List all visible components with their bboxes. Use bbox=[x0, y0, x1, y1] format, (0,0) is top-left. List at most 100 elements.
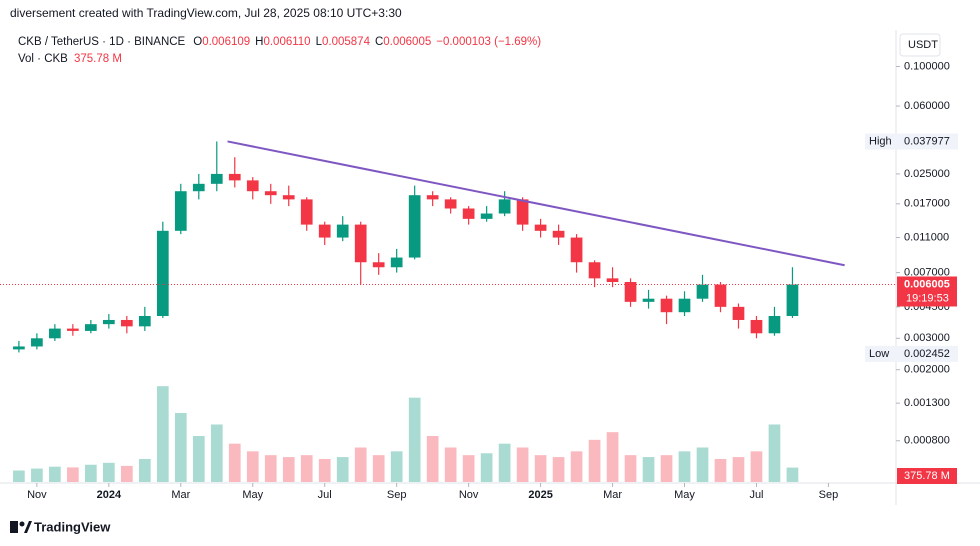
volume-bar bbox=[120, 465, 133, 482]
candle-body bbox=[588, 262, 601, 279]
x-tick-label: Sep bbox=[819, 489, 839, 501]
ohlc-value: 0.006110 bbox=[263, 36, 310, 48]
volume-bar bbox=[516, 447, 529, 482]
volume-bar bbox=[624, 455, 637, 482]
volume-bar bbox=[570, 451, 583, 482]
candle-body bbox=[570, 237, 583, 263]
x-tick-label: May bbox=[242, 489, 263, 501]
y-tick-label: 0.011000 bbox=[904, 231, 949, 243]
price-label: 0.006005 bbox=[904, 278, 950, 290]
volume-bar bbox=[660, 455, 673, 482]
candle-body bbox=[426, 195, 439, 200]
volume-bar bbox=[300, 455, 313, 482]
volume-bar bbox=[534, 455, 547, 482]
candle-body bbox=[354, 224, 367, 263]
candle-body bbox=[120, 319, 133, 327]
candle-body bbox=[49, 328, 61, 339]
candle-body bbox=[678, 298, 691, 313]
volume-bar bbox=[49, 466, 61, 482]
credit: diversement created with TradingView.com… bbox=[10, 6, 402, 20]
volume-bar bbox=[372, 455, 385, 482]
change: −0.000103 (−1.69%) bbox=[436, 36, 541, 48]
candle-body bbox=[786, 284, 799, 316]
candle-body bbox=[660, 298, 673, 313]
candle-body bbox=[31, 338, 43, 347]
candle-body bbox=[480, 213, 493, 219]
y-tick-label: 0.002000 bbox=[904, 364, 950, 376]
ohlc-label: C bbox=[375, 36, 383, 48]
volume-bar bbox=[336, 457, 349, 482]
low-box bbox=[865, 345, 958, 362]
volume-bar bbox=[408, 397, 421, 482]
candle-body bbox=[67, 328, 79, 331]
low-value: 0.002452 bbox=[904, 348, 950, 360]
y-tick-label: 0.100000 bbox=[904, 60, 950, 72]
volume-bar bbox=[480, 453, 493, 482]
volume-bar bbox=[714, 459, 727, 482]
candle-body bbox=[246, 180, 259, 192]
ohlc-value: 0.006109 bbox=[202, 36, 250, 48]
volume-bar bbox=[282, 457, 295, 482]
currency-box bbox=[899, 33, 941, 57]
candle-body bbox=[85, 324, 97, 331]
y-tick-label: 0.001300 bbox=[904, 397, 950, 409]
volume-bar bbox=[192, 436, 205, 482]
ohlc-value: 0.005874 bbox=[322, 36, 371, 48]
ohlc-label: L bbox=[316, 36, 323, 48]
volume-bar bbox=[390, 451, 403, 482]
volume-bar bbox=[588, 439, 601, 482]
volume-bar bbox=[13, 470, 25, 482]
low-label: Low bbox=[869, 348, 889, 360]
volume-bar bbox=[498, 443, 511, 482]
candle-body bbox=[714, 284, 727, 307]
volume-bar bbox=[31, 468, 43, 482]
volume-bar bbox=[462, 455, 475, 482]
currency: USDT bbox=[908, 39, 938, 51]
y-tick-label: 0.060000 bbox=[904, 100, 950, 112]
candle-body bbox=[552, 230, 565, 238]
trendline bbox=[227, 140, 845, 267]
volume-bar bbox=[786, 467, 799, 482]
y-tick-label: 0.025000 bbox=[904, 168, 950, 180]
candle-body bbox=[300, 199, 313, 225]
volume-bar bbox=[354, 447, 367, 482]
ohlc-value: 0.006005 bbox=[383, 36, 431, 48]
volume-bar bbox=[678, 451, 691, 482]
volume-bar bbox=[552, 457, 565, 482]
candle-body bbox=[750, 319, 763, 334]
candle-body bbox=[642, 298, 655, 302]
candle-body bbox=[156, 230, 169, 316]
candle-body bbox=[372, 262, 385, 268]
candle-body bbox=[282, 195, 295, 200]
candle-body bbox=[174, 191, 187, 231]
candle-body bbox=[336, 224, 349, 238]
volume-bar bbox=[67, 467, 79, 482]
volume-box bbox=[897, 468, 957, 484]
x-tick-label: Mar bbox=[171, 489, 190, 501]
candle-body bbox=[408, 195, 421, 258]
candle-body bbox=[768, 315, 781, 334]
x-tick-label: May bbox=[674, 489, 695, 501]
volume-bar bbox=[768, 424, 781, 482]
candle-body bbox=[210, 173, 223, 184]
candle-body bbox=[13, 346, 25, 350]
high-label: High bbox=[869, 135, 892, 147]
candle-body bbox=[138, 315, 151, 327]
x-tick-label: Jul bbox=[318, 489, 332, 501]
volume-bar bbox=[696, 447, 709, 482]
volume-bar bbox=[732, 457, 745, 482]
candle-body bbox=[732, 306, 745, 320]
volume-value: 375.78 M bbox=[74, 53, 122, 65]
candle-body bbox=[624, 282, 637, 302]
candle-body bbox=[102, 319, 115, 325]
ohlc-label: H bbox=[255, 36, 263, 48]
y-tick-label: 0.007000 bbox=[904, 267, 950, 279]
countdown: 19:19:53 bbox=[906, 292, 949, 304]
x-tick-label: 2025 bbox=[528, 489, 552, 501]
x-tick-label: Jul bbox=[749, 489, 763, 501]
volume-bar bbox=[228, 443, 241, 482]
legend: CKB / TetherUS · 1D · BINANCE O 0.006109 H 0… bbox=[18, 36, 541, 65]
volume-bar bbox=[210, 424, 223, 482]
candle-body bbox=[516, 199, 529, 225]
volume-bar bbox=[750, 451, 763, 482]
